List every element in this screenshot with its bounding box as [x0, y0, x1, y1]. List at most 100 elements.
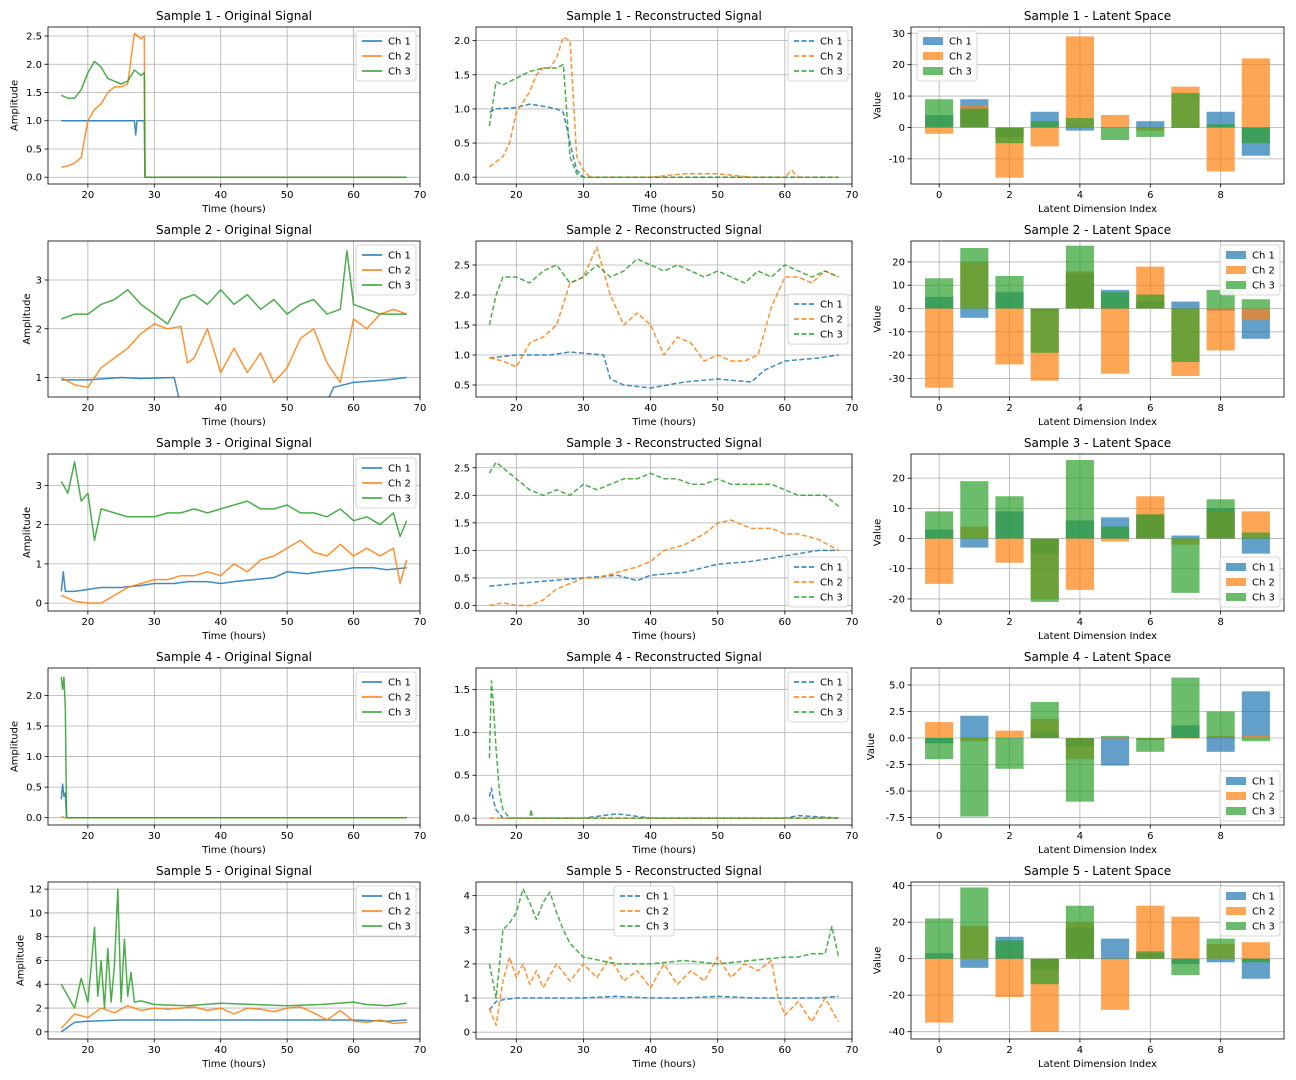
bar-ch2-dim7 [1171, 916, 1200, 959]
y-tick-label: 0 [899, 534, 905, 545]
y-tick-label: 0.5 [454, 573, 470, 584]
subplot-title: Sample 3 - Reconstructed Signal [566, 436, 762, 450]
legend-label-ch1: Ch 1 [820, 300, 843, 311]
x-tick-label: 70 [414, 617, 427, 628]
subplot-title: Sample 4 - Original Signal [156, 650, 312, 664]
y-tick-label: 0 [464, 1028, 470, 1039]
series-line-ch1 [488, 995, 839, 1011]
legend: Ch 1 Ch 2 Ch 3 [787, 671, 849, 723]
bar-ch1-dim7 [1171, 301, 1200, 309]
bar-ch3-dim7 [1171, 92, 1200, 128]
bar-ch1-dim9 [1241, 691, 1270, 739]
y-tick-label: 1.0 [454, 351, 470, 362]
bar-ch3-dim9 [1241, 532, 1270, 539]
bar-ch1-dim5 [1101, 938, 1130, 959]
y-tick-label: 2 [36, 324, 42, 335]
x-tick-label: 30 [148, 617, 161, 628]
x-tick-label: 40 [644, 190, 657, 201]
bar-ch2-dim9 [1241, 735, 1270, 739]
legend-box [787, 293, 849, 345]
legend-label-ch3: Ch 3 [1252, 593, 1275, 604]
plot-area [60, 249, 407, 397]
y-tick-label: 3 [36, 276, 42, 287]
subplot-14: 20 30 40 50 60 70 0 1 2 3 4 Sample 5 - Reconstructe… [464, 864, 859, 1070]
series-line-ch3 [488, 888, 840, 999]
subplot-title: Sample 3 - Original Signal [156, 436, 312, 450]
y-tick-label: 0 [899, 304, 905, 315]
bar-ch3-dim0 [925, 278, 954, 309]
bar-ch3-dim6 [1136, 738, 1165, 752]
bar-ch1-dim8 [1206, 958, 1235, 963]
y-tick-label: 40 [892, 881, 905, 892]
x-tick-label: 40 [214, 190, 227, 201]
legend-label-ch3: Ch 3 [949, 67, 972, 78]
x-tick-label: 4 [1077, 617, 1083, 628]
legend-swatch-ch1 [1226, 892, 1246, 900]
series-line-ch3 [61, 249, 407, 325]
legend-swatch-ch2 [1226, 266, 1246, 274]
y-axis-label: Value [866, 733, 877, 760]
axes-frame [47, 240, 421, 398]
x-axis-label: Time (hours) [631, 1059, 696, 1070]
bar-ch3-dim5 [1101, 292, 1130, 309]
y-tick-label: 2.5 [454, 463, 470, 474]
bar-ch2-dim2 [995, 730, 1024, 739]
series-line-ch2 [488, 956, 840, 1027]
legend-label-ch2: Ch 2 [820, 52, 843, 63]
axes-frame [47, 453, 421, 612]
x-tick-label: 70 [846, 831, 859, 842]
x-tick-label: 30 [148, 403, 161, 414]
bar-ch3-dim0 [925, 918, 954, 959]
x-tick-label: 4 [1077, 831, 1083, 842]
y-tick-label: 2.5 [454, 261, 470, 272]
bar-ch3-dim8 [1206, 124, 1235, 128]
bar-ch2-dim0 [925, 308, 954, 388]
y-tick-label: 1.5 [454, 518, 470, 529]
bar-ch2-dim0 [925, 538, 954, 584]
legend-label-ch2: Ch 2 [646, 907, 669, 918]
bar-ch3-dim2 [995, 738, 1024, 769]
bar-ch3-dim7 [1171, 308, 1200, 363]
subplot-15: 0 2 4 6 8 -40 -20 0 20 40 Sample 5 - Latent Space L… [872, 864, 1285, 1070]
legend-box [613, 885, 675, 937]
bar-ch3-dim0 [925, 99, 954, 128]
series-line-ch1 [488, 787, 839, 819]
x-tick-label: 30 [577, 403, 590, 414]
bar-ch1-dim1 [960, 715, 989, 739]
x-tick-label: 20 [81, 403, 94, 414]
bar-ch3-dim3 [1030, 538, 1059, 602]
x-tick-label: 70 [414, 190, 427, 201]
x-axis-label: Time (hours) [201, 204, 266, 215]
legend-label-ch1: Ch 1 [388, 37, 411, 48]
x-tick-label: 50 [281, 1045, 294, 1056]
bar-ch3-dim8 [1206, 499, 1235, 539]
subplot-6: 0 2 4 6 8 -30 -20 -10 0 10 20 Sample 2 - Latent Spa… [872, 223, 1285, 428]
x-tick-label: 8 [1217, 831, 1223, 842]
bar-ch1-dim9 [1241, 538, 1270, 554]
legend-label-ch3: Ch 3 [388, 67, 411, 78]
y-tick-label: 2.5 [889, 707, 905, 718]
x-tick-label: 50 [711, 403, 724, 414]
bar-ch3-dim4 [1065, 738, 1094, 802]
x-tick-label: 2 [1006, 190, 1012, 201]
y-axis-label: Amplitude [22, 293, 33, 344]
plot-area [925, 677, 1270, 817]
x-tick-label: 6 [1147, 831, 1153, 842]
y-tick-label: 1.5 [454, 321, 470, 332]
axes-frame [475, 240, 853, 398]
legend-swatch-ch3 [1226, 922, 1246, 930]
y-tick-label: 0.0 [26, 173, 42, 184]
bar-ch2-dim5 [1101, 538, 1130, 542]
legend-swatch-ch1 [1226, 563, 1246, 571]
y-tick-label: 2.0 [26, 60, 42, 71]
y-tick-label: 3 [464, 925, 470, 936]
x-tick-label: 0 [936, 190, 942, 201]
x-tick-label: 60 [347, 1045, 360, 1056]
legend-label-ch3: Ch 3 [388, 708, 411, 719]
y-tick-label: 2.5 [26, 32, 42, 43]
x-tick-label: 30 [577, 831, 590, 842]
axes-frame [475, 453, 853, 612]
legend-box [787, 30, 849, 82]
y-axis-label: Amplitude [9, 721, 20, 772]
axes-frame [910, 453, 1285, 612]
